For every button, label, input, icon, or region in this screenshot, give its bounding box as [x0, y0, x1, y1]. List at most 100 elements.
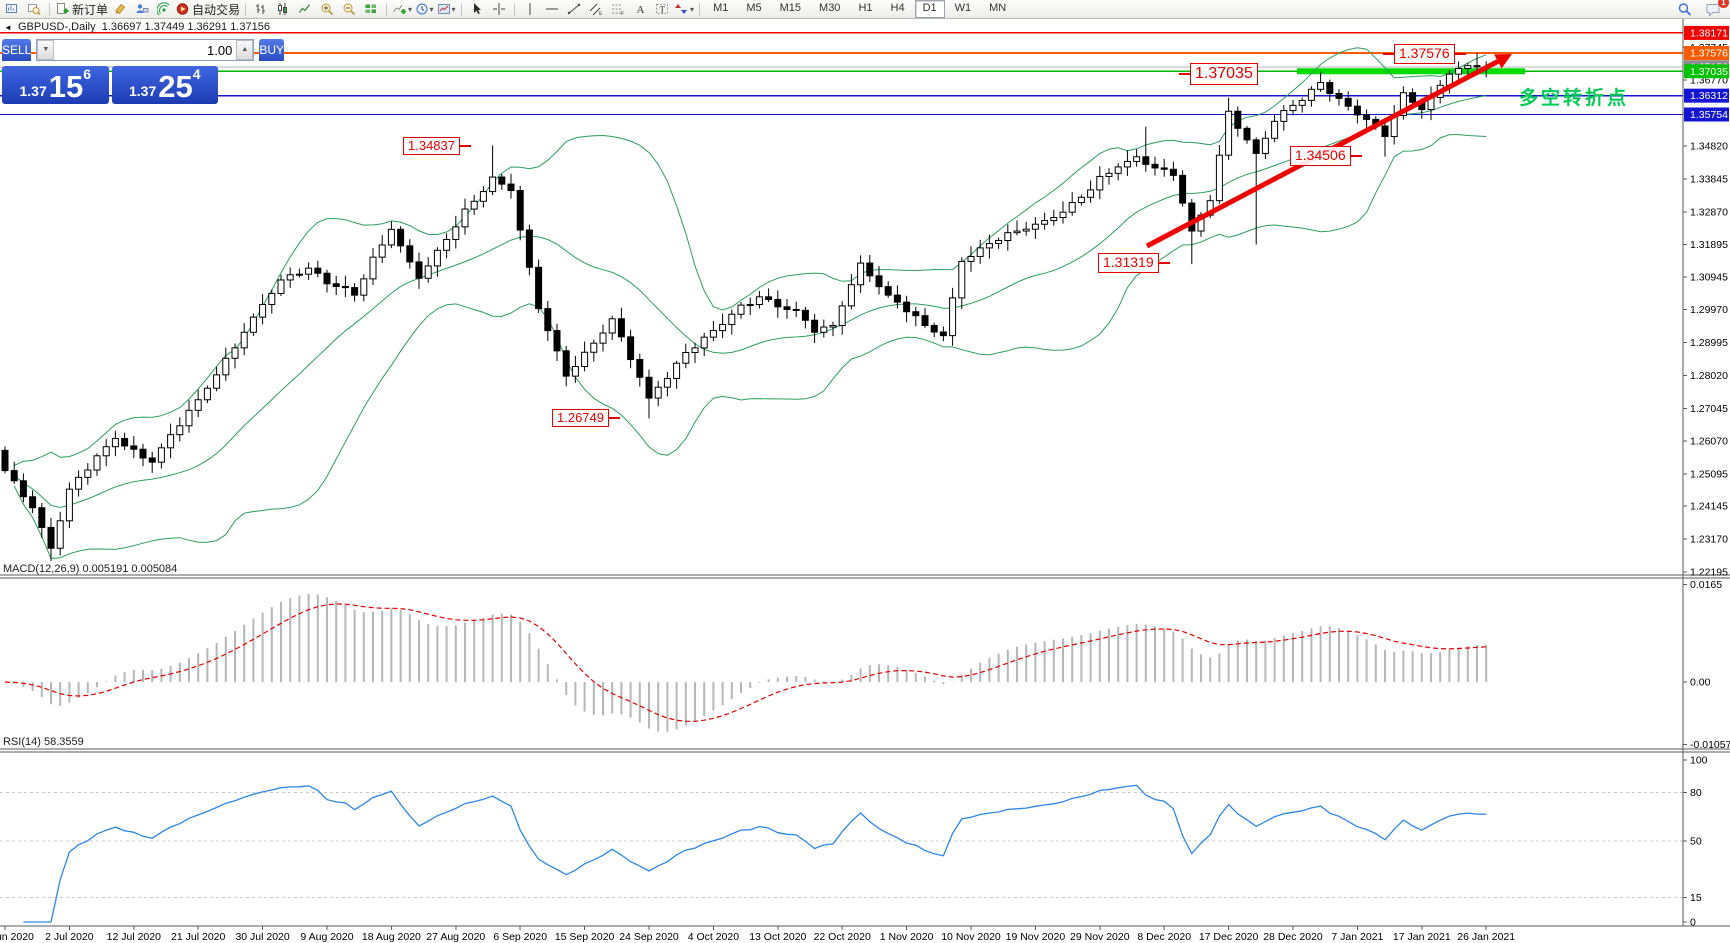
periods-button[interactable]: ▾ — [413, 1, 435, 17]
notifications-chat-icon[interactable]: 1 — [1702, 0, 1729, 17]
svg-text:1.22195: 1.22195 — [1690, 567, 1728, 579]
cursor-button[interactable] — [466, 1, 488, 17]
signals-icon[interactable] — [153, 1, 175, 17]
svg-text:8 Dec 2020: 8 Dec 2020 — [1137, 931, 1191, 943]
svg-text:1.31895: 1.31895 — [1690, 239, 1728, 251]
svg-text:26 Jan 2021: 26 Jan 2021 — [1457, 931, 1515, 943]
sell-price-button[interactable]: 1.37 15 6 — [2, 66, 109, 104]
buy-price-button[interactable]: 1.37 25 4 — [111, 66, 218, 104]
crosshair-button[interactable] — [488, 1, 510, 17]
vertical-line-button[interactable] — [519, 1, 541, 17]
svg-text:17 Jan 2021: 17 Jan 2021 — [1393, 931, 1451, 943]
sell-price-main: 15 — [48, 69, 84, 104]
svg-text:15: 15 — [1690, 892, 1702, 904]
text-button[interactable]: A — [629, 1, 651, 17]
tab-timeframe-h1[interactable]: H1 — [858, 2, 873, 14]
volume-decrease-button[interactable]: ▼ — [37, 40, 55, 60]
svg-text:9 Aug 2020: 9 Aug 2020 — [300, 931, 353, 943]
tab-timeframe-m1[interactable]: M1 — [713, 2, 729, 14]
tab-timeframe-mn[interactable]: MN — [989, 2, 1007, 14]
tab-timeframe-d1[interactable]: D1 — [914, 0, 945, 18]
text-label-button[interactable]: T — [651, 1, 673, 17]
svg-text:1.29970: 1.29970 — [1690, 304, 1728, 316]
new-order-button[interactable]: 新订单 — [54, 1, 109, 17]
macd-indicator-label: MACD(12,26,9) 0.005191 0.005084 — [3, 563, 178, 575]
macd-pane — [4, 594, 1488, 732]
svg-text:1.23170: 1.23170 — [1690, 534, 1728, 546]
svg-text:4 Oct 2020: 4 Oct 2020 — [688, 931, 740, 943]
chevron-down-icon: ▾ — [429, 4, 434, 14]
svg-text:1.34820: 1.34820 — [1690, 141, 1728, 153]
price-chart-canvas[interactable]: 1.377451.367701.357951.348201.338451.328… — [0, 19, 1730, 943]
chart-area: 1.377451.367701.357951.348201.338451.328… — [0, 19, 1730, 943]
svg-text:0: 0 — [1690, 917, 1696, 929]
indicators-button[interactable]: ▾ — [391, 1, 413, 17]
tab-timeframe-w1[interactable]: W1 — [954, 2, 972, 14]
chart-title-marker-icon: ◄ — [4, 23, 12, 32]
toolbar: 新订单 自动交易 ▾ ▾ ▾ E F A T ▾ M1 M5 M15 M30 H1 H4 D… — [0, 0, 1730, 19]
svg-text:100: 100 — [1690, 755, 1708, 767]
metaeditor-icon[interactable] — [131, 1, 153, 17]
line-chart-button[interactable] — [294, 1, 316, 17]
chart-profiles-button[interactable] — [23, 1, 45, 17]
svg-text:18 Aug 2020: 18 Aug 2020 — [362, 931, 421, 943]
arrows-button[interactable]: ▾ — [673, 1, 695, 17]
new-chart-button[interactable] — [1, 1, 23, 17]
brush-icon[interactable] — [109, 1, 131, 17]
svg-text:1.27045: 1.27045 — [1690, 403, 1728, 415]
one-click-trading-panel: SELL ▼ ▲ BUY 1.37 15 6 1.37 25 4 — [2, 39, 285, 104]
svg-text:1.32870: 1.32870 — [1690, 206, 1728, 218]
svg-text:1.28995: 1.28995 — [1690, 337, 1728, 349]
autotrading-label: 自动交易 — [192, 2, 241, 17]
svg-text:22 Oct 2020: 22 Oct 2020 — [814, 931, 871, 943]
svg-text:1.37035: 1.37035 — [1690, 66, 1728, 78]
svg-text:50: 50 — [1690, 836, 1702, 848]
svg-text:28 Dec 2020: 28 Dec 2020 — [1263, 931, 1323, 943]
svg-text:1.24145: 1.24145 — [1690, 501, 1728, 513]
svg-text:1.26070: 1.26070 — [1690, 436, 1728, 448]
volume-input[interactable] — [54, 41, 237, 59]
search-icon[interactable] — [1674, 1, 1696, 17]
svg-text:24 Sep 2020: 24 Sep 2020 — [619, 931, 679, 943]
buy-tab-button[interactable]: BUY — [259, 39, 285, 61]
tab-timeframe-m15[interactable]: M15 — [779, 2, 802, 14]
tile-windows-button[interactable] — [360, 1, 382, 17]
svg-text:30 Jul 2020: 30 Jul 2020 — [235, 931, 289, 943]
svg-text:10 Nov 2020: 10 Nov 2020 — [941, 931, 1001, 943]
svg-text:21 Jul 2020: 21 Jul 2020 — [171, 931, 225, 943]
trendline-button[interactable] — [563, 1, 585, 17]
notification-badge: 1 — [1718, 0, 1729, 8]
svg-text:1.30945: 1.30945 — [1690, 271, 1728, 283]
sell-price-prefix: 1.37 — [19, 83, 47, 99]
volume-increase-button[interactable]: ▲ — [236, 40, 254, 60]
svg-text:1.38171: 1.38171 — [1690, 27, 1728, 39]
sell-tab-button[interactable]: SELL — [2, 39, 32, 61]
buy-price-main: 25 — [158, 69, 193, 104]
zoom-in-button[interactable] — [316, 1, 338, 17]
fibonacci-button[interactable]: F — [607, 1, 629, 17]
chart-ohlc-values: 1.36697 1.37449 1.36291 1.37156 — [101, 21, 270, 33]
svg-text:T: T — [660, 5, 666, 15]
tab-timeframe-h4[interactable]: H4 — [890, 2, 905, 14]
horizontal-line-button[interactable] — [541, 1, 563, 17]
tab-timeframe-m5[interactable]: M5 — [746, 2, 762, 14]
tab-timeframe-m30[interactable]: M30 — [819, 2, 841, 14]
svg-text:1.28020: 1.28020 — [1690, 370, 1728, 382]
svg-text:1.35754: 1.35754 — [1690, 109, 1728, 121]
svg-text:0.00: 0.00 — [1690, 677, 1711, 689]
autotrading-button[interactable]: 自动交易 — [175, 1, 241, 17]
equidistant-channel-button[interactable]: E — [585, 1, 607, 17]
zoom-out-button[interactable] — [338, 1, 360, 17]
candlestick-chart-button[interactable] — [272, 1, 294, 17]
chevron-down-icon: ▾ — [690, 4, 695, 14]
buy-price-prefix: 1.37 — [128, 83, 157, 99]
chart-title: ◄ GBPUSD-,Daily 1.36697 1.37449 1.36291 … — [4, 21, 270, 33]
svg-text:0.0165: 0.0165 — [1690, 579, 1722, 591]
bar-chart-button[interactable] — [250, 1, 272, 17]
rsi-indicator-label: RSI(14) 58.3559 — [3, 736, 84, 748]
svg-text:1 Nov 2020: 1 Nov 2020 — [880, 931, 934, 943]
templates-button[interactable]: ▾ — [435, 1, 457, 17]
chart-symbol-period: GBPUSD-,Daily — [17, 21, 96, 33]
svg-text:2 Jul 2020: 2 Jul 2020 — [45, 931, 94, 943]
